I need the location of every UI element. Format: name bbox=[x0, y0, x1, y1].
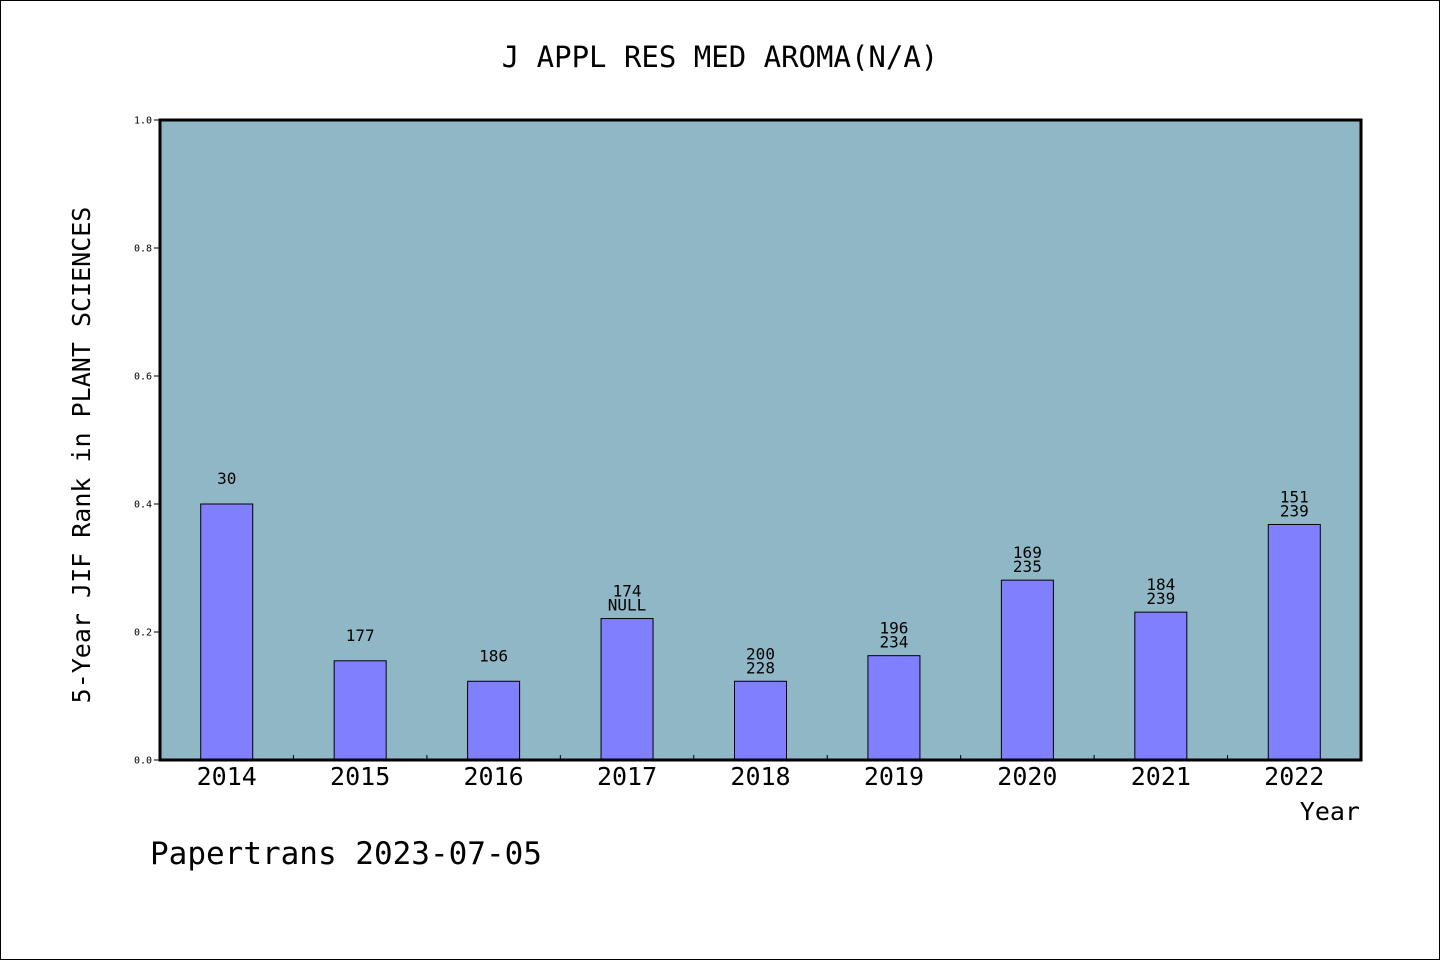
x-tick-label: 2017 bbox=[597, 762, 657, 791]
y-tick-label: 1.0 bbox=[134, 116, 152, 127]
y-tick-label: 0.8 bbox=[134, 244, 152, 255]
bar-label-bottom: 234 bbox=[879, 633, 908, 652]
footer-credit: Papertrans 2023-07-05 bbox=[150, 836, 542, 872]
chart-title: J APPL RES MED AROMA(N/A) bbox=[502, 40, 939, 74]
bar-label-top: 174 bbox=[613, 582, 642, 601]
bar-label-top: 169 bbox=[1013, 543, 1042, 562]
bar-label: 30 bbox=[217, 469, 236, 488]
x-tick-label: 2020 bbox=[997, 762, 1057, 791]
x-tick-label: 2016 bbox=[464, 762, 524, 791]
y-tick-label: 0.4 bbox=[134, 500, 152, 511]
bar-2016 bbox=[467, 680, 521, 761]
bar-2018 bbox=[734, 680, 787, 761]
bar-2020 bbox=[1000, 579, 1054, 761]
bar-label-bottom: 239 bbox=[1280, 501, 1309, 520]
x-tick-label: 2022 bbox=[1264, 762, 1324, 791]
bar-label-top: 184 bbox=[1146, 575, 1175, 594]
x-tick-label: 2014 bbox=[197, 762, 257, 791]
x-tick-label: 2015 bbox=[330, 762, 390, 791]
bar-label-bottom: 235 bbox=[1013, 557, 1042, 576]
bar-label: 177 bbox=[346, 626, 375, 645]
x-tick-label: 2021 bbox=[1131, 762, 1191, 791]
bar-2021 bbox=[1134, 611, 1188, 761]
y-axis-label: 5-Year JIF Rank in PLANT SCIENCES bbox=[67, 207, 96, 704]
bar-2017 bbox=[600, 618, 654, 761]
y-tick-label: 0.6 bbox=[134, 372, 152, 383]
bar-label-bottom: 228 bbox=[746, 658, 775, 677]
bar-label-top: 151 bbox=[1280, 487, 1309, 506]
y-tick-label: 0.2 bbox=[134, 628, 152, 639]
bar-label-top: 200 bbox=[746, 644, 775, 663]
x-axis-label: Year bbox=[1300, 797, 1360, 826]
bar-2014 bbox=[200, 503, 254, 761]
bar-series: 30177186174NULL2002281962341692351842391… bbox=[200, 469, 1321, 761]
x-tick-label: 2018 bbox=[730, 762, 790, 791]
x-axis: 2014 2015 2016 2017 2018 2019 2020 2021 2022 bbox=[197, 755, 1324, 791]
plot-frame bbox=[158, 118, 1363, 762]
bar-label-bottom: NULL bbox=[608, 596, 647, 615]
x-tick-label: 2019 bbox=[864, 762, 924, 791]
bar-label-bottom: 239 bbox=[1146, 589, 1175, 608]
bar-label: 186 bbox=[479, 646, 508, 665]
bar-2019 bbox=[867, 655, 921, 761]
bar-2015 bbox=[333, 660, 387, 761]
y-tick-label: 0.0 bbox=[134, 756, 152, 767]
bar-label-top: 196 bbox=[879, 619, 908, 638]
bar-2022 bbox=[1267, 523, 1321, 761]
